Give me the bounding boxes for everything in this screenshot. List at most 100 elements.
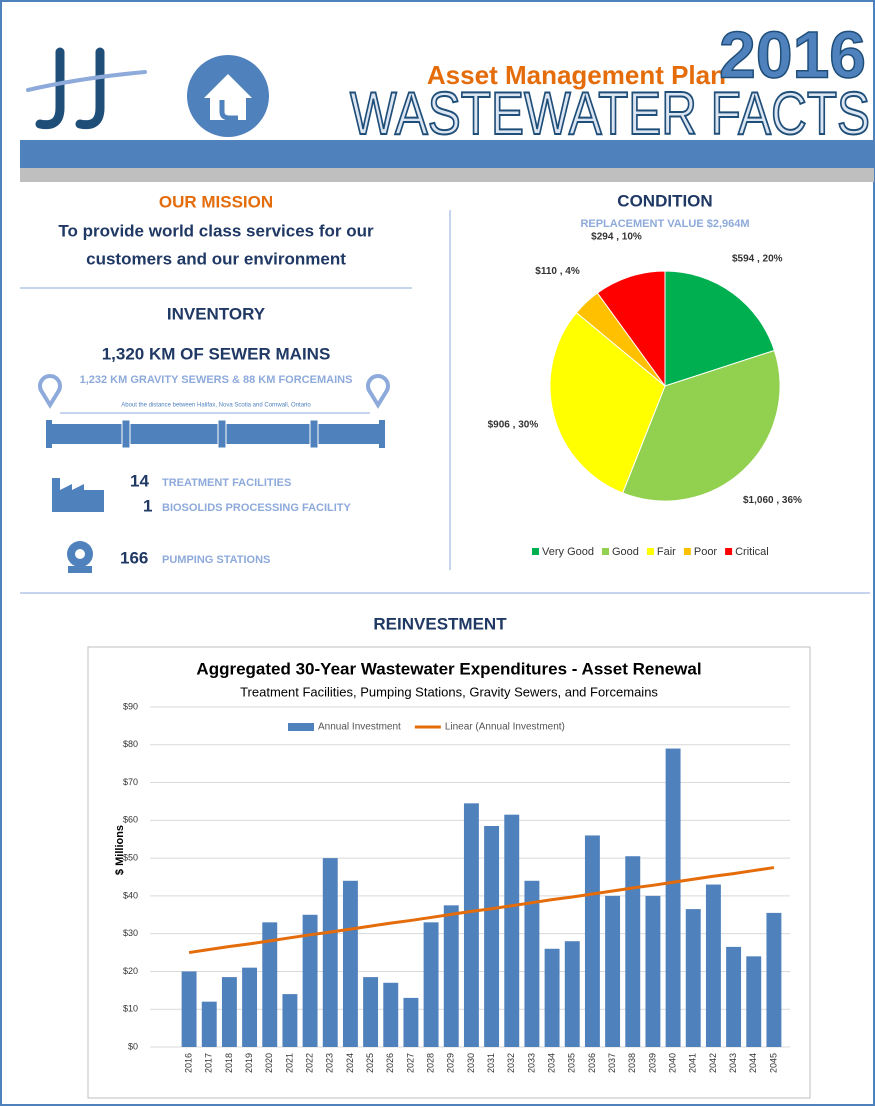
x-tick-label: 2037 xyxy=(607,1053,617,1073)
y-tick-label: $90 xyxy=(123,701,138,711)
sewer-detail: 1,232 KM GRAVITY SEWERS & 88 KM FORCEMAI… xyxy=(80,374,353,386)
bar xyxy=(665,748,681,1047)
legend-label: Annual Investment xyxy=(318,722,401,733)
count: 14 xyxy=(130,471,149,490)
x-tick-label: 2044 xyxy=(748,1053,758,1073)
pie-slice xyxy=(622,349,781,502)
bar xyxy=(484,826,500,1047)
y-tick-label: $60 xyxy=(123,815,138,825)
condition-heading: CONDITION xyxy=(617,191,712,210)
distance-note: About the distance between Halifax, Nova… xyxy=(121,403,311,409)
x-tick-label: 2024 xyxy=(345,1053,355,1073)
x-tick-label: 2034 xyxy=(546,1053,556,1073)
bar xyxy=(463,803,479,1047)
x-tick-label: 2025 xyxy=(365,1053,375,1073)
bar xyxy=(423,922,439,1047)
count-label: BIOSOLIDS PROCESSING FACILITY xyxy=(162,502,352,514)
bar xyxy=(584,835,600,1047)
x-tick-label: 2016 xyxy=(183,1053,193,1073)
legend-swatch xyxy=(683,548,691,555)
count-label: TREATMENT FACILITIES xyxy=(162,477,291,489)
location-pins xyxy=(38,374,390,409)
x-tick-label: 2038 xyxy=(627,1053,637,1073)
bar xyxy=(201,1001,217,1047)
legend-swatch xyxy=(288,723,314,731)
legend-label: Poor xyxy=(694,546,718,558)
data-label: $594 , 20% xyxy=(732,254,783,265)
logo xyxy=(26,47,147,130)
legend-label: Fair xyxy=(657,546,676,558)
bar xyxy=(342,880,358,1047)
x-tick-label: 2036 xyxy=(587,1053,597,1073)
x-tick-label: 2023 xyxy=(325,1053,335,1073)
mission-text: customers and our environment xyxy=(86,249,346,268)
data-label: $906 , 30% xyxy=(488,420,539,431)
bar xyxy=(645,895,661,1047)
bar xyxy=(726,946,742,1047)
x-tick-label: 2032 xyxy=(506,1053,516,1073)
count-label: PUMPING STATIONS xyxy=(162,554,270,566)
pie-slice xyxy=(549,311,666,494)
x-tick-label: 2042 xyxy=(708,1053,718,1073)
legend-label: Good xyxy=(612,546,639,558)
x-tick-label: 2029 xyxy=(446,1053,456,1073)
y-tick-label: $10 xyxy=(123,1004,138,1014)
x-tick-label: 2031 xyxy=(486,1053,496,1073)
bar xyxy=(181,971,197,1047)
legend-label: Linear (Annual Investment) xyxy=(445,722,565,733)
bar xyxy=(705,884,721,1047)
data-label: $110 , 4% xyxy=(535,266,580,277)
x-tick-label: 2017 xyxy=(204,1053,214,1073)
plan-label: Asset Management Plan xyxy=(427,60,726,90)
pie-slice xyxy=(596,270,666,388)
x-tick-label: 2026 xyxy=(385,1053,395,1073)
x-tick-label: 2039 xyxy=(647,1053,657,1073)
bar xyxy=(221,977,237,1047)
bar xyxy=(302,914,318,1047)
x-tick-label: 2033 xyxy=(526,1053,536,1073)
x-tick-label: 2035 xyxy=(567,1053,577,1073)
mission-heading: OUR MISSION xyxy=(159,192,273,211)
pie-chart: $594 , 20% $1,060 , 36% $906 , 30% $110 , 4… xyxy=(488,231,802,558)
plan-year: 2016 xyxy=(719,17,866,91)
x-tick-label: 2045 xyxy=(768,1053,778,1073)
legend-swatch xyxy=(725,548,733,555)
bar xyxy=(766,912,782,1047)
y-tick-label: $30 xyxy=(123,928,138,938)
data-label: $1,060 , 36% xyxy=(743,495,802,506)
mission-text: To provide world class services for our xyxy=(58,221,374,240)
y-tick-label: $70 xyxy=(123,777,138,787)
bar xyxy=(322,858,338,1047)
bar xyxy=(625,856,641,1047)
chart-title: Aggregated 30-Year Wastewater Expenditur… xyxy=(196,659,701,678)
count: 1 xyxy=(143,496,152,515)
legend-swatch xyxy=(532,548,539,555)
x-tick-label: 2021 xyxy=(284,1053,294,1073)
pie-slice xyxy=(664,270,776,387)
bar xyxy=(262,922,278,1047)
x-tick-label: 2022 xyxy=(304,1053,314,1073)
bar xyxy=(383,982,399,1047)
y-axis-label: $ Millions xyxy=(114,825,126,875)
bar-chart: Aggregated 30-Year Wastewater Expenditur… xyxy=(114,659,790,1073)
trend-line xyxy=(188,866,775,955)
sewer-mains: 1,320 KM OF SEWER MAINS xyxy=(102,344,331,363)
x-tick-label: 2028 xyxy=(425,1053,435,1073)
y-tick-label: $80 xyxy=(123,739,138,749)
header-band-gray xyxy=(20,168,874,182)
legend-label: Very Good xyxy=(542,546,594,558)
legend-swatch xyxy=(646,548,654,555)
condition-subheading: REPLACEMENT VALUE $2,964M xyxy=(580,218,749,230)
reinvestment-heading: REINVESTMENT xyxy=(373,614,507,633)
y-tick-label: $50 xyxy=(123,852,138,862)
count: 166 xyxy=(120,548,148,567)
factory-icon xyxy=(52,478,104,512)
x-tick-label: 2019 xyxy=(244,1053,254,1073)
header-band xyxy=(20,140,874,168)
bar xyxy=(564,941,580,1047)
bar xyxy=(746,956,762,1047)
inventory-heading: INVENTORY xyxy=(167,304,266,323)
x-tick-label: 2040 xyxy=(667,1053,677,1073)
house-icon xyxy=(187,55,269,137)
